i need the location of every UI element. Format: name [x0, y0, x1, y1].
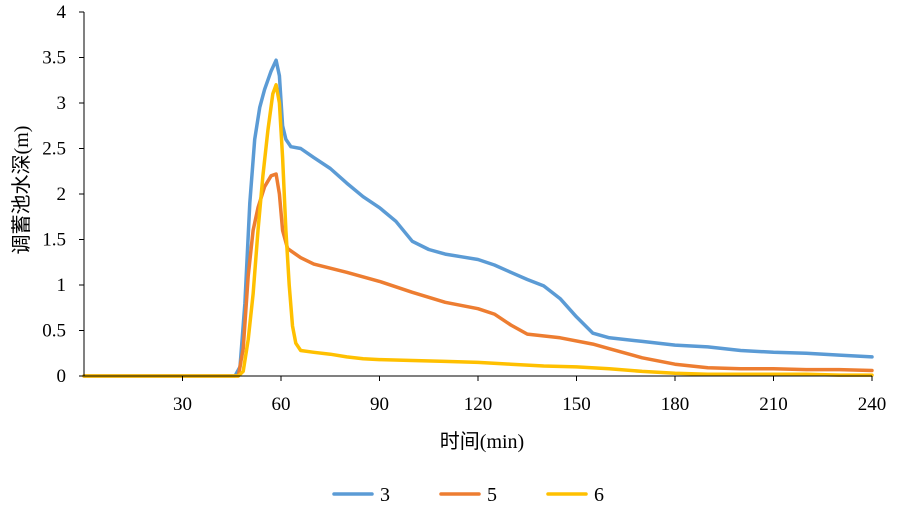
- y-axis-title: 调蓄池水深(m): [10, 126, 33, 255]
- y-tick-label: 1.5: [42, 230, 66, 251]
- x-tick-label: 180: [661, 394, 690, 415]
- x-tick-label: 240: [858, 394, 887, 415]
- series-line-6: [82, 83, 874, 378]
- x-tick-label: 30: [173, 394, 192, 415]
- x-tick-label: 60: [272, 394, 291, 415]
- x-tick-label: 120: [464, 394, 493, 415]
- y-tick-label: 3: [57, 93, 67, 114]
- x-tick-label: 90: [370, 394, 389, 415]
- x-axis-title: 时间(min): [440, 430, 524, 453]
- legend-label-3: 3: [380, 484, 390, 506]
- legend: 3 5 6: [332, 484, 604, 506]
- legend-label-5: 5: [487, 484, 497, 506]
- x-tick-label: 150: [562, 394, 591, 415]
- y-tick-label: 4: [57, 2, 67, 23]
- series-line-5: [82, 172, 874, 378]
- y-axis: 0 0.5 1 1.5 2 2.5 3 3.5 4: [42, 2, 85, 387]
- y-tick-label: 3.5: [42, 48, 66, 69]
- series-line-3: [82, 58, 874, 378]
- y-tick-label: 0.5: [42, 321, 66, 342]
- y-tick-label: 2: [57, 184, 67, 205]
- y-tick-label: 0: [57, 366, 67, 387]
- plot-area: [82, 58, 874, 378]
- x-tick-label: 210: [759, 394, 788, 415]
- y-tick-label: 2.5: [42, 139, 66, 160]
- y-tick-label: 1: [57, 275, 67, 296]
- legend-label-6: 6: [594, 484, 604, 506]
- x-axis: 30 60 90 120 150 180 210 240: [84, 375, 887, 415]
